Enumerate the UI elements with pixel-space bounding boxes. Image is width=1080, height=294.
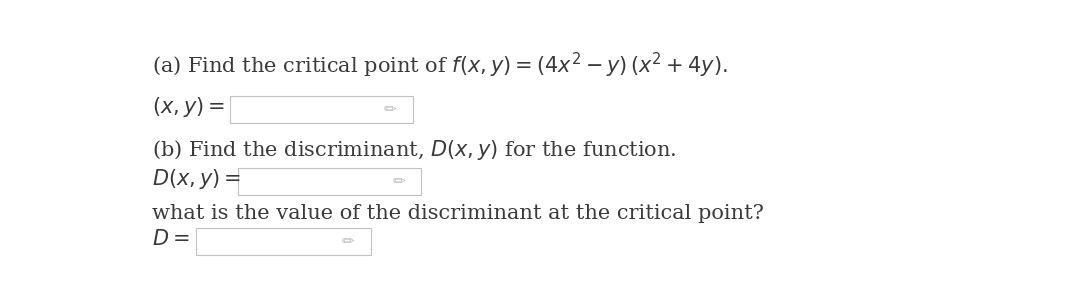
FancyBboxPatch shape xyxy=(197,228,372,255)
Text: (b) Find the discriminant, $D(x, y)$ for the function.: (b) Find the discriminant, $D(x, y)$ for… xyxy=(151,138,676,162)
Text: what is the value of the discriminant at the critical point?: what is the value of the discriminant at… xyxy=(151,204,764,223)
Text: $D =$: $D =$ xyxy=(151,229,189,249)
Text: ✏: ✏ xyxy=(383,102,396,117)
Text: (a) Find the critical point of $f(x, y) = (4x^2 - y)\,(x^2 + 4y).$: (a) Find the critical point of $f(x, y) … xyxy=(151,51,728,80)
FancyBboxPatch shape xyxy=(238,168,421,195)
Text: ✏: ✏ xyxy=(342,234,355,249)
Text: $(x, y) =$: $(x, y) =$ xyxy=(151,95,225,118)
Text: $D(x, y) =$: $D(x, y) =$ xyxy=(151,167,241,191)
Text: ✏: ✏ xyxy=(392,174,405,189)
FancyBboxPatch shape xyxy=(230,96,413,123)
